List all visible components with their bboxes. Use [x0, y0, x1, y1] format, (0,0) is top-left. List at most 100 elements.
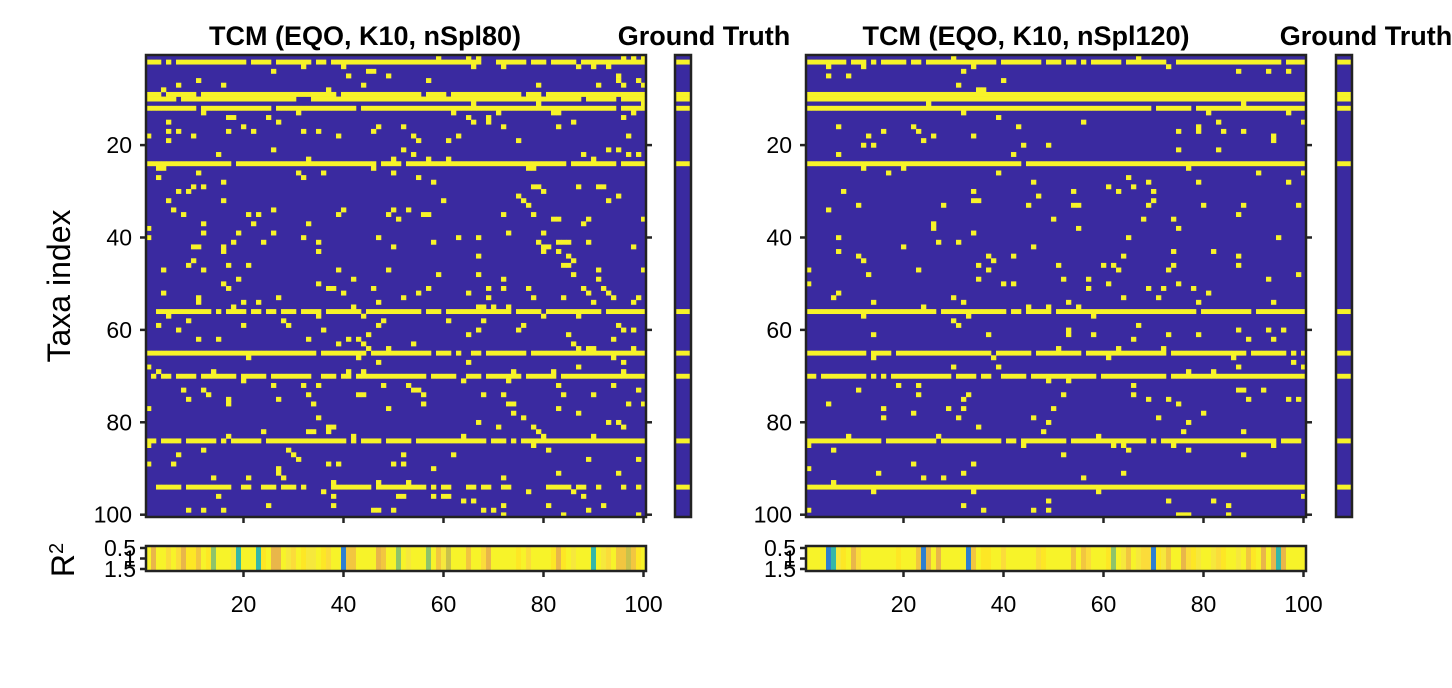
heatmap-cell: [606, 350, 612, 356]
heatmap-cell: [1156, 484, 1162, 490]
r2-cell: [806, 546, 812, 571]
heatmap-cell: [336, 309, 342, 315]
heatmap-cell: [426, 438, 432, 444]
r2-cell: [1216, 546, 1222, 571]
heatmap-cell: [876, 309, 882, 315]
heatmap-cell: [1011, 96, 1017, 102]
heatmap-cell: [276, 466, 282, 472]
heatmap-cell: [371, 165, 377, 171]
heatmap-cell: [356, 91, 362, 97]
heatmap-cell: [1076, 438, 1082, 444]
heatmap-cell: [1121, 96, 1127, 102]
heatmap-cell: [401, 309, 407, 315]
heatmap-cell: [1301, 484, 1307, 490]
heatmap-cell: [1211, 498, 1217, 504]
heatmap-cell: [386, 373, 392, 379]
heatmap-cell: [411, 133, 417, 139]
r2-cell: [996, 546, 1002, 571]
heatmap-cell: [861, 161, 867, 167]
heatmap-cell: [826, 309, 832, 315]
heatmap-cell: [1251, 59, 1257, 65]
heatmap-cell: [436, 91, 442, 97]
heatmap-cell: [1151, 96, 1157, 102]
heatmap-cell: [156, 165, 162, 171]
heatmap-cell: [606, 161, 612, 167]
heatmap-cell: [336, 438, 342, 444]
heatmap-cell: [596, 82, 602, 88]
heatmap-cell: [531, 165, 537, 171]
heatmap-cell: [501, 276, 507, 282]
r2-tick-label: 1.5: [764, 556, 796, 582]
heatmap-cell: [261, 105, 267, 111]
heatmap-cell: [496, 424, 502, 430]
heatmap-cell: [1026, 438, 1032, 444]
heatmap-cell: [951, 105, 957, 111]
r2-cell: [551, 546, 557, 571]
heatmap-cell: [471, 309, 477, 315]
heatmap-cell: [246, 212, 252, 217]
heatmap-cell: [201, 221, 207, 227]
heatmap-cell: [1216, 147, 1222, 153]
heatmap-cell: [246, 96, 252, 102]
heatmap-cell: [866, 105, 872, 111]
heatmap-cell: [361, 161, 367, 167]
heatmap-cell: [971, 484, 977, 490]
r2-cell: [871, 546, 877, 571]
heatmap-cell: [536, 239, 542, 245]
heatmap-cell: [866, 309, 872, 315]
heatmap-cell: [991, 484, 997, 490]
heatmap-cell: [876, 350, 882, 356]
heatmap-cell: [1256, 309, 1262, 315]
heatmap-cell: [966, 96, 972, 102]
r2-cell: [851, 546, 857, 571]
heatmap-cell: [176, 438, 182, 444]
heatmap-cell: [1196, 105, 1202, 111]
heatmap-cell: [846, 105, 852, 111]
heatmap-cell: [836, 91, 842, 97]
heatmap-cell: [201, 184, 207, 190]
heatmap-cell: [1286, 438, 1292, 444]
r2-cell: [331, 546, 337, 571]
heatmap-cell: [1231, 350, 1237, 356]
heatmap-cell: [461, 433, 467, 439]
heatmap-cell: [166, 105, 172, 111]
heatmap-cell: [346, 73, 352, 79]
r2-cell: [1166, 546, 1172, 571]
heatmap-cell: [506, 230, 512, 236]
heatmap-cell: [1181, 59, 1187, 65]
heatmap-cell: [1166, 96, 1172, 102]
heatmap-cell: [556, 96, 562, 102]
heatmap-cell: [1281, 327, 1287, 333]
heatmap-cell: [826, 438, 832, 444]
heatmap-cell: [941, 475, 947, 481]
heatmap-cell: [1236, 253, 1242, 259]
heatmap-cell: [281, 484, 287, 490]
heatmap-cell: [1191, 96, 1197, 102]
heatmap-cell: [371, 438, 377, 444]
heatmap-cell: [156, 309, 162, 315]
heatmap-cell: [431, 438, 437, 444]
panel-1-ground-truth-frame: [673, 53, 693, 519]
heatmap-cell: [1026, 304, 1032, 310]
heatmap-cell: [276, 161, 282, 167]
r2-cell: [321, 546, 327, 571]
heatmap-cell: [451, 96, 457, 102]
heatmap-cell: [1051, 161, 1057, 167]
heatmap-cell: [376, 350, 382, 356]
heatmap-cell: [426, 161, 432, 167]
heatmap-cell: [1211, 350, 1217, 356]
heatmap-cell: [601, 105, 607, 111]
heatmap-cell: [891, 438, 897, 444]
r2-cell: [1126, 546, 1132, 571]
heatmap-cell: [901, 91, 907, 97]
heatmap-cell: [211, 59, 217, 65]
heatmap-cell: [926, 438, 932, 444]
heatmap-cell: [1086, 105, 1092, 111]
heatmap-cell: [836, 309, 842, 315]
heatmap-cell: [566, 262, 572, 268]
heatmap-cell: [1296, 396, 1302, 402]
heatmap-cell: [251, 309, 257, 315]
heatmap-cell: [1041, 309, 1047, 315]
heatmap-cell: [506, 59, 512, 65]
heatmap-cell: [276, 105, 282, 111]
